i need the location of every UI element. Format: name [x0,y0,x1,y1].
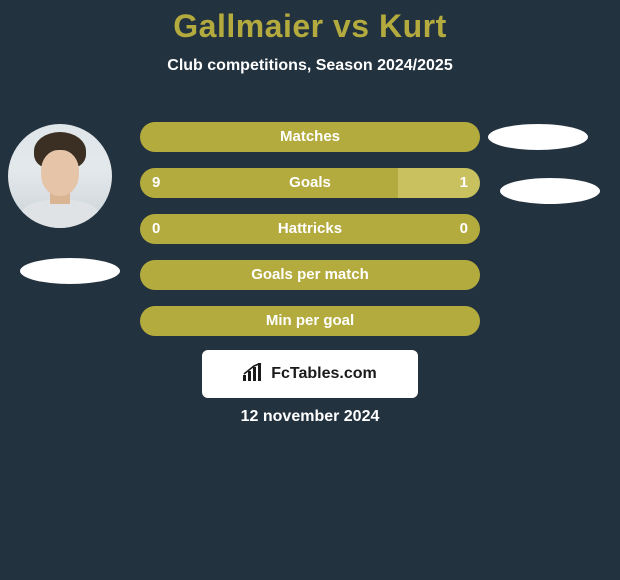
player-right-name-ellipse [500,178,600,204]
bar-row: Matches [140,122,480,152]
brand-text: FcTables.com [271,365,377,383]
bar-label: Hattricks [140,214,480,244]
date-text: 12 november 2024 [0,408,620,426]
bar-row: 91Goals [140,168,480,198]
bar-label: Min per goal [140,306,480,336]
subtitle: Club competitions, Season 2024/2025 [0,57,620,75]
comparison-bars: Matches 91Goals 00Hattricks Goals per match… [140,122,480,352]
bar-label: Goals per match [140,260,480,290]
bar-row: Min per goal [140,306,480,336]
bars-icon [243,363,265,386]
brand-badge: FcTables.com [202,350,418,398]
player-right-avatar-ellipse [488,124,588,150]
bar-label: Matches [140,122,480,152]
player-left-avatar [8,124,112,228]
player-left-name-ellipse [20,258,120,284]
bar-row: 00Hattricks [140,214,480,244]
bar-label: Goals [140,168,480,198]
page-title: Gallmaier vs Kurt [0,0,620,45]
bar-row: Goals per match [140,260,480,290]
